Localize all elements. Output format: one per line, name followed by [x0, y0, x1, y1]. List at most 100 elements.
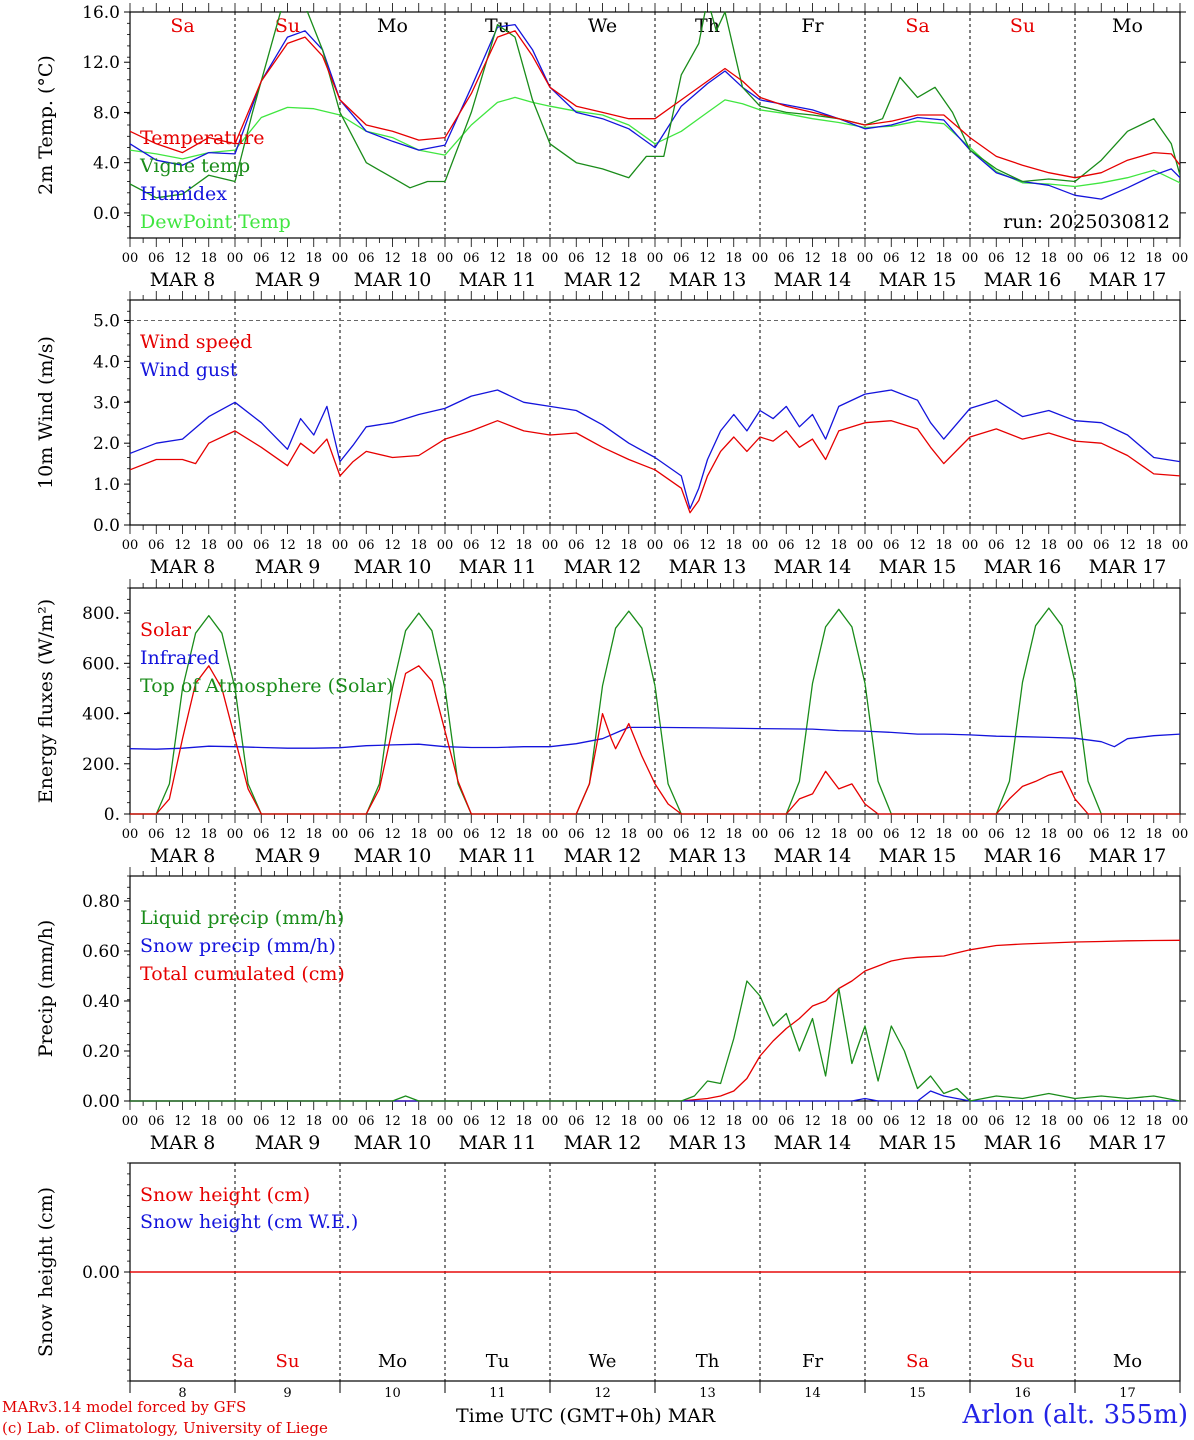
- hour-label: 18: [1040, 251, 1057, 266]
- legend-entry: Humidex: [140, 183, 227, 205]
- hour-label: 18: [935, 251, 952, 266]
- y-tick-label: 0.20: [82, 1042, 120, 1062]
- hour-label: 00: [1067, 827, 1084, 842]
- hour-label: 00: [437, 251, 454, 266]
- hour-label: 18: [515, 1114, 532, 1129]
- hour-label: 00: [332, 251, 349, 266]
- date-label: MAR 14: [774, 1132, 852, 1154]
- hour-label: 12: [1119, 827, 1136, 842]
- weekday-label: Fr: [802, 1351, 823, 1372]
- date-label: MAR 16: [984, 556, 1062, 578]
- date-label: MAR 11: [459, 269, 537, 291]
- series-line-liquid-precip-mm-h-: [130, 980, 1180, 1102]
- hour-label: 00: [1172, 251, 1189, 266]
- hour-label: 18: [620, 251, 637, 266]
- hour-label: 12: [1119, 251, 1136, 266]
- date-label: MAR 9: [255, 269, 321, 291]
- hour-label: 12: [804, 538, 821, 553]
- date-label: MAR 12: [564, 845, 642, 867]
- hour-label: 06: [883, 1114, 900, 1129]
- hour-label: 12: [594, 538, 611, 553]
- hour-label: 00: [1067, 538, 1084, 553]
- panel-1: 0.0 4.0 8.0 12.0 16.0 00 06 12 18 00 06 12 18 00 06 12 1…: [35, 3, 1189, 291]
- hour-label: 12: [804, 827, 821, 842]
- date-label: MAR 17: [1089, 845, 1167, 867]
- hour-label: 12: [174, 538, 191, 553]
- legend-entry: Wind speed: [140, 331, 252, 353]
- date-label: MAR 10: [354, 1132, 432, 1154]
- hour-label: 12: [1014, 538, 1031, 553]
- hour-label: 00: [437, 538, 454, 553]
- hour-label: 12: [384, 251, 401, 266]
- hour-label: 12: [594, 1114, 611, 1129]
- date-label: MAR 14: [774, 845, 852, 867]
- hour-label: 12: [1119, 538, 1136, 553]
- legend-entry: Wind gust: [140, 359, 238, 381]
- date-label: MAR 12: [564, 1132, 642, 1154]
- hour-label: 12: [804, 1114, 821, 1129]
- hour-label: 06: [568, 1114, 585, 1129]
- hour-label: 00: [122, 251, 139, 266]
- weekday-label: Th: [696, 1351, 720, 1372]
- hour-label: 00: [752, 1114, 769, 1129]
- hour-label: 00: [1172, 827, 1189, 842]
- hour-label: 06: [568, 251, 585, 266]
- hour-label: 00: [1067, 251, 1084, 266]
- hour-label: 00: [857, 827, 874, 842]
- legend-entry: Snow height (cm W.E.): [140, 1211, 358, 1233]
- legend-entry: Total cumulated (cm): [140, 963, 345, 985]
- weekday-label: We: [588, 15, 617, 37]
- weekday-label: Sa: [171, 1351, 194, 1372]
- date-label: MAR 17: [1089, 1132, 1167, 1154]
- hour-label: 12: [804, 251, 821, 266]
- hour-label: 06: [568, 827, 585, 842]
- date-label: MAR 15: [879, 556, 957, 578]
- hour-label: 06: [148, 827, 165, 842]
- y-tick-label: 0.: [104, 805, 120, 825]
- hour-label: 18: [725, 1114, 742, 1129]
- legend-entry: DewPoint Temp: [140, 211, 291, 233]
- y-tick-label: 600.: [82, 654, 120, 674]
- date-label: MAR 8: [150, 556, 216, 578]
- series-line-top-of-atmosphere-solar-: [130, 607, 1180, 815]
- hour-label: 06: [253, 827, 270, 842]
- hour-label: 18: [305, 538, 322, 553]
- date-label: MAR 10: [354, 269, 432, 291]
- series-group: [130, 389, 1180, 514]
- hour-label: 06: [148, 1114, 165, 1129]
- weekday-label: Sa: [905, 15, 929, 37]
- series-line-dewpoint-temp: [130, 96, 1180, 188]
- weekday-label: Tu: [486, 1351, 510, 1372]
- legend-entry: Top of Atmosphere (Solar): [140, 675, 393, 697]
- hour-label: 00: [122, 827, 139, 842]
- hour-label: 06: [673, 251, 690, 266]
- legend-entry: Snow height (cm): [140, 1184, 310, 1206]
- hour-label: 06: [358, 538, 375, 553]
- hour-label: 00: [1172, 1114, 1189, 1129]
- hour-label: 12: [594, 827, 611, 842]
- y-tick-label: 5.0: [93, 311, 120, 331]
- date-label: MAR 10: [354, 845, 432, 867]
- hour-label: 18: [200, 1114, 217, 1129]
- hour-label: 12: [489, 827, 506, 842]
- date-label: MAR 8: [150, 1132, 216, 1154]
- y-tick-label: 0.0: [93, 516, 120, 536]
- hour-label: 18: [1145, 251, 1162, 266]
- hour-label: 06: [1093, 538, 1110, 553]
- weekday-label: Fr: [801, 15, 824, 37]
- hour-label: 18: [515, 827, 532, 842]
- hour-label: 06: [883, 251, 900, 266]
- hour-label: 06: [358, 1114, 375, 1129]
- hour-label: 12: [1014, 1114, 1031, 1129]
- hour-label: 00: [227, 538, 244, 553]
- hour-label: 18: [830, 1114, 847, 1129]
- hour-label: 06: [148, 251, 165, 266]
- hour-label: 12: [174, 1114, 191, 1129]
- hour-label: 06: [463, 827, 480, 842]
- date-label: MAR 14: [774, 269, 852, 291]
- panel-5: 0.00 Sa 8 Su 9 Mo 10 Tu 11 We 12 Th 13 Fr 14 Sa 15 Su 16 Mo…: [35, 1162, 1186, 1401]
- date-label: MAR 8: [150, 845, 216, 867]
- hour-label: 00: [962, 1114, 979, 1129]
- hour-label: 00: [962, 251, 979, 266]
- series-line-wind-gust: [130, 389, 1180, 510]
